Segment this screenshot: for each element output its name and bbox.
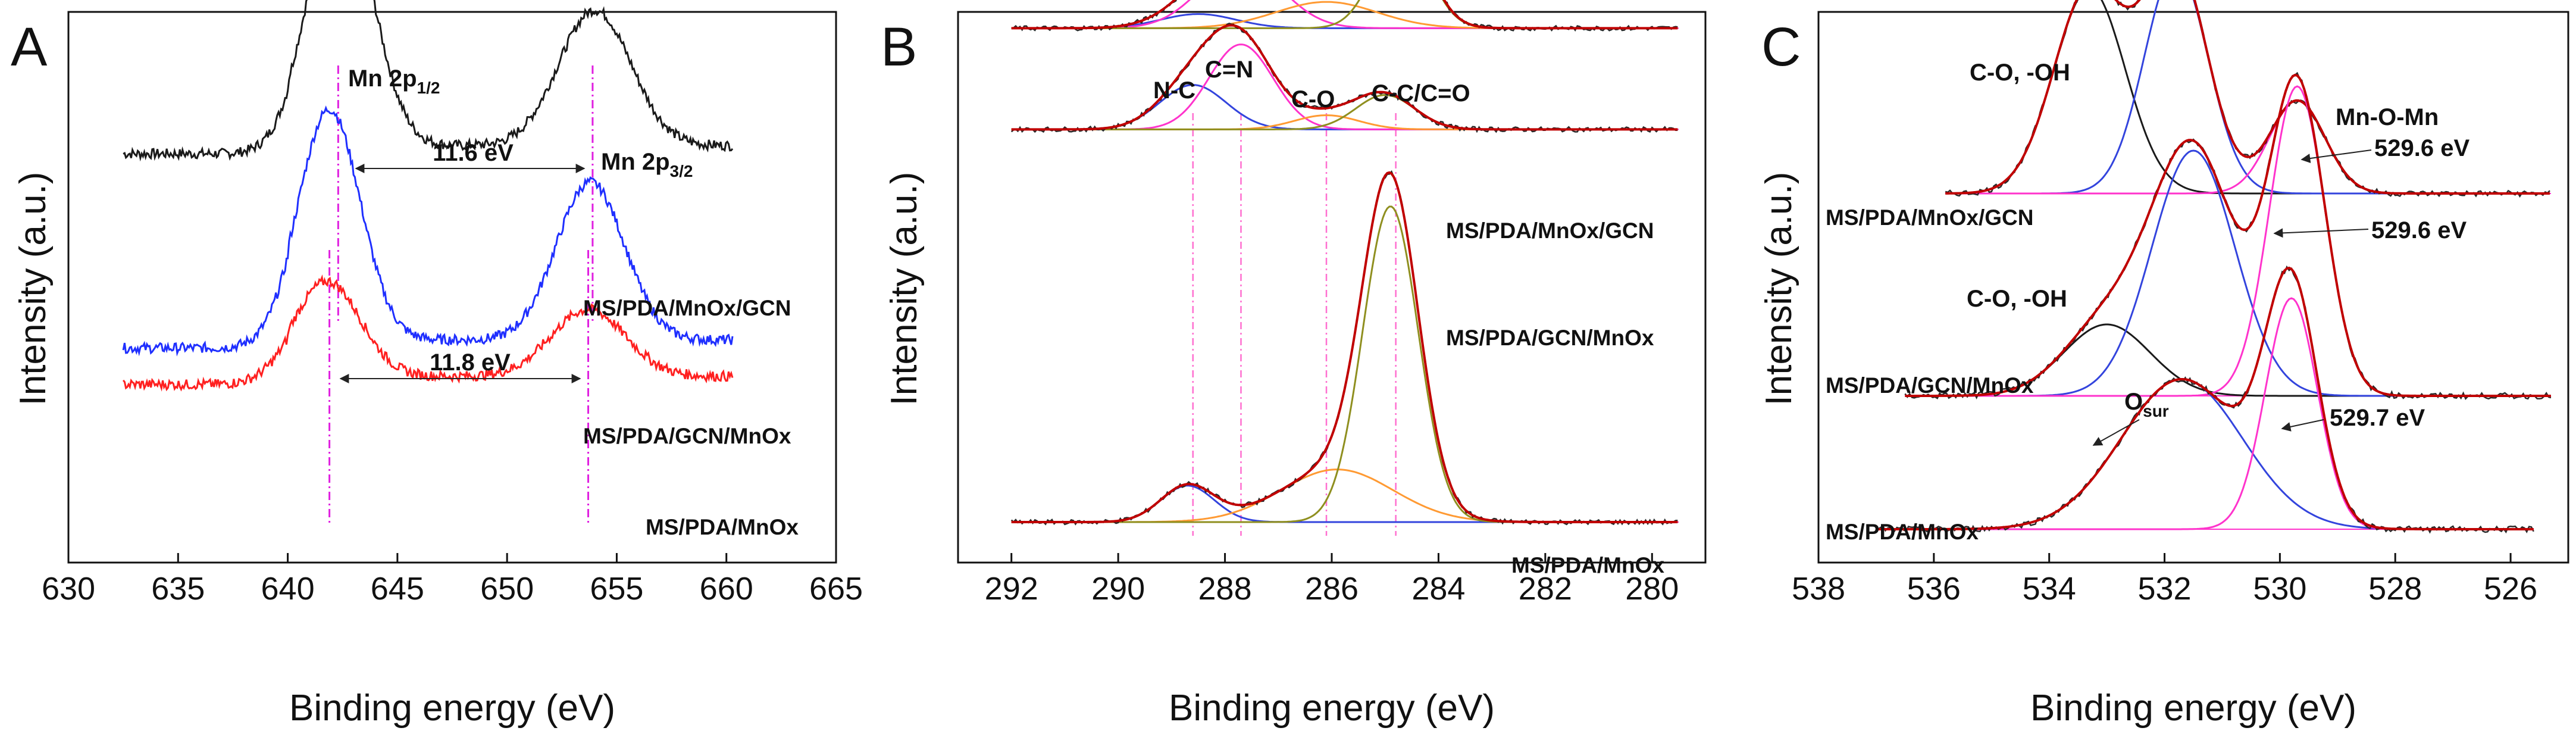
panel-b-fit-envelope bbox=[1011, 0, 1678, 30]
panel-a-letter: A bbox=[11, 17, 48, 77]
label-o-sur: Osur bbox=[2124, 389, 2169, 420]
panel-c-y-axis-title: Intensity (a.u.) bbox=[1758, 172, 1799, 406]
panel-b-component bbox=[1011, 1, 1678, 29]
label-energy-3: 529.7 eV bbox=[2330, 405, 2425, 431]
panel-b-label-mnox: MS/PDA/MnOx bbox=[1511, 553, 1664, 577]
arrow-energy-1 bbox=[2300, 149, 2372, 163]
panel-b-x-tick-label: 288 bbox=[1198, 571, 1252, 607]
panel-b-fit-envelope bbox=[1011, 171, 1678, 523]
panel-c-x-tick-label: 536 bbox=[1907, 571, 1961, 607]
panel-c: C 538 536 534 532 530 528 526 Intensity (a.u.)… bbox=[1758, 0, 2569, 729]
panel-c-label-mnox: MS/PDA/MnOx bbox=[1826, 520, 1979, 544]
panel-c-x-tick-label: 534 bbox=[2023, 571, 2076, 607]
panel-a-x-tick-label: 645 bbox=[371, 571, 424, 607]
panel-b-letter: B bbox=[881, 17, 917, 77]
panel-c-x-tick-label: 528 bbox=[2368, 571, 2422, 607]
panel-a: A 630 635 640 645 650 655 660 665 Intensity (a.… bbox=[11, 0, 863, 729]
panel-a-series-1 bbox=[122, 105, 734, 357]
panel-b-series bbox=[1010, 0, 1679, 526]
panel-c-component bbox=[1945, 0, 2550, 195]
panel-c-ticks: 538 536 534 532 530 528 526 bbox=[1792, 553, 2537, 607]
panel-a-x-tick-label: 640 bbox=[261, 571, 315, 607]
panel-b-label-gcn-mnox: MS/PDA/GCN/MnOx bbox=[1446, 326, 1654, 350]
panel-c-x-tick-label: 532 bbox=[2137, 571, 2191, 607]
panel-c-series bbox=[1876, 0, 2552, 534]
panel-b-component bbox=[1011, 468, 1678, 523]
panel-c-x-tick-label: 526 bbox=[2484, 571, 2537, 607]
panel-b-component bbox=[1011, 94, 1678, 130]
panel-c-fit-envelope bbox=[1905, 73, 2551, 397]
panel-a-x-axis-title: Binding energy (eV) bbox=[289, 688, 615, 729]
panel-a-guides bbox=[328, 65, 594, 524]
panel-b-x-tick-label: 284 bbox=[1411, 571, 1465, 607]
panel-b-guides bbox=[1192, 113, 1397, 536]
label-c-n: C=N bbox=[1205, 57, 1253, 83]
panel-b-x-axis-title: Binding energy (eV) bbox=[1169, 688, 1495, 729]
label-energy-1: 529.6 eV bbox=[2374, 135, 2469, 161]
panel-b-x-tick-label: 280 bbox=[1625, 571, 1679, 607]
panel-b-x-tick-label: 290 bbox=[1091, 571, 1145, 607]
panel-c-x-axis-title: Binding energy (eV) bbox=[2030, 688, 2356, 729]
panel-b: B 292 290 288 286 284 282 280 Intensity (a.u.)… bbox=[881, 0, 1707, 729]
panel-c-frame bbox=[1817, 11, 2569, 564]
panel-b-component bbox=[1011, 485, 1678, 523]
panel-b-x-tick-label: 292 bbox=[985, 571, 1038, 607]
arrow-energy-2 bbox=[2273, 228, 2369, 238]
panel-b-fit-envelope bbox=[1011, 24, 1678, 131]
arrow-o-sur bbox=[2092, 419, 2140, 446]
panel-b-component bbox=[1011, 84, 1678, 130]
panel-a-x-tick-label: 635 bbox=[151, 571, 205, 607]
label-mn-o-mn: Mn-O-Mn bbox=[2336, 104, 2439, 130]
panel-b-y-axis-title: Intensity (a.u.) bbox=[884, 172, 925, 406]
panel-a-label-gcn-mnox: MS/PDA/GCN/MnOx bbox=[583, 424, 791, 448]
panel-a-y-axis-title: Intensity (a.u.) bbox=[12, 172, 54, 406]
panel-a-x-tick-label: 650 bbox=[480, 571, 534, 607]
split-label-1: 11.6 eV bbox=[433, 140, 514, 166]
panel-a-x-tick-label: 665 bbox=[809, 571, 863, 607]
panel-c-letter: C bbox=[1761, 17, 1801, 77]
panel-a-label-mnox: MS/PDA/MnOx bbox=[646, 515, 799, 539]
label-energy-2: 529.6 eV bbox=[2371, 217, 2467, 243]
panel-c-fit-envelope bbox=[1945, 0, 2550, 195]
panel-c-component bbox=[1876, 378, 2534, 530]
panel-c-raw-spectrum bbox=[1945, 0, 2550, 198]
peak-label-mn2p12: Mn 2p1/2 bbox=[348, 65, 440, 97]
label-c-o-oh-2: C-O, -OH bbox=[1967, 286, 2067, 312]
panel-b-x-tick-label: 286 bbox=[1305, 571, 1359, 607]
panel-c-component bbox=[1945, 0, 2550, 195]
panel-c-label-gcn-mnox: MS/PDA/GCN/MnOx bbox=[1826, 373, 2034, 398]
panel-b-component bbox=[1011, 205, 1678, 523]
panel-c-fit-envelope bbox=[1876, 266, 2534, 530]
panel-c-component bbox=[1876, 297, 2534, 530]
panel-c-label-mnox-gcn: MS/PDA/MnOx/GCN bbox=[1826, 205, 2033, 230]
panel-a-series-0 bbox=[123, 0, 734, 162]
label-c-o-oh-1: C-O, -OH bbox=[1970, 60, 2070, 86]
panel-a-series-2 bbox=[122, 274, 734, 392]
label-n-c: N-C bbox=[1153, 77, 1195, 104]
panel-c-component bbox=[1905, 149, 2551, 397]
split-label-2: 11.8 eV bbox=[430, 349, 511, 376]
panel-c-x-tick-label: 530 bbox=[2253, 571, 2306, 607]
panel-a-label-mnox-gcn: MS/PDA/MnOx/GCN bbox=[583, 296, 791, 320]
label-c-c: C-C/C=O bbox=[1372, 80, 1470, 107]
panel-a-x-tick-label: 630 bbox=[42, 571, 95, 607]
arrow-energy-3 bbox=[2281, 419, 2324, 432]
panel-a-frame bbox=[67, 11, 837, 564]
panel-b-label-mnox-gcn: MS/PDA/MnOx/GCN bbox=[1446, 218, 1654, 243]
peak-label-mn2p32: Mn 2p3/2 bbox=[601, 149, 693, 180]
panel-a-ticks: 630 635 640 645 650 655 660 665 bbox=[42, 553, 863, 607]
panel-a-x-tick-label: 660 bbox=[700, 571, 753, 607]
panel-b-ticks: 292 290 288 286 284 282 280 bbox=[985, 553, 1679, 607]
panel-b-x-tick-label: 282 bbox=[1519, 571, 1572, 607]
label-c-o: C-O bbox=[1291, 86, 1335, 113]
panel-a-series bbox=[122, 0, 734, 392]
panel-c-x-tick-label: 538 bbox=[1792, 571, 1845, 607]
panel-a-x-tick-label: 655 bbox=[590, 571, 643, 607]
